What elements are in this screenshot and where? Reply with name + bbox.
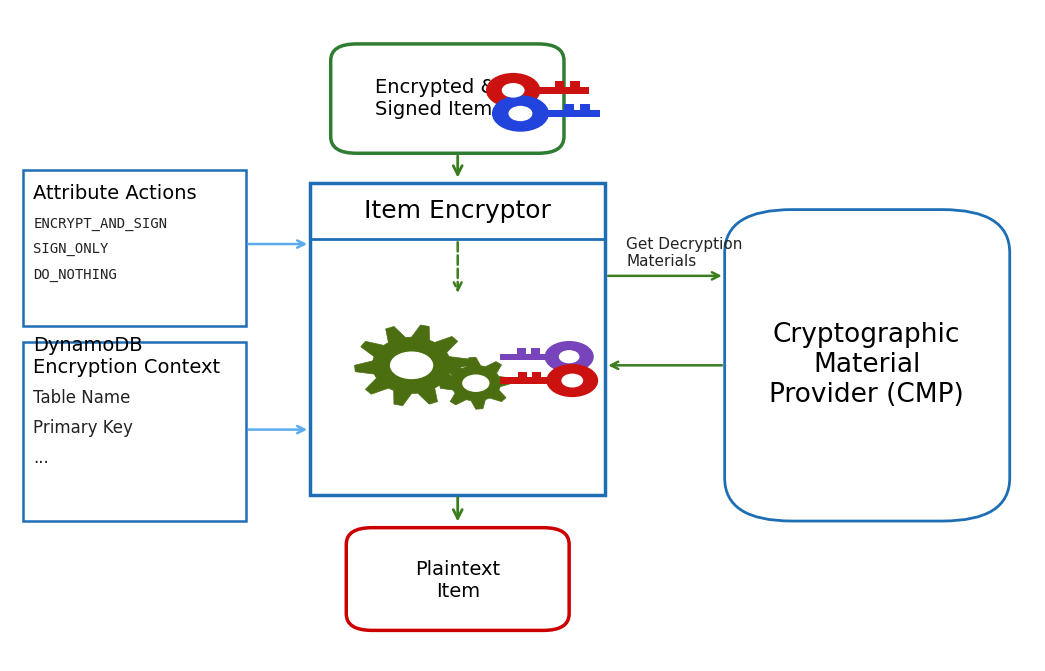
Bar bbox=[580, 104, 590, 110]
Circle shape bbox=[544, 341, 594, 372]
Circle shape bbox=[462, 374, 489, 392]
Bar bbox=[513, 87, 589, 94]
Bar bbox=[518, 372, 527, 377]
Text: SIGN_ONLY: SIGN_ONLY bbox=[33, 242, 109, 256]
Bar bbox=[564, 104, 574, 110]
Text: Encrypted &
Signed Item: Encrypted & Signed Item bbox=[375, 78, 496, 119]
Text: Table Name: Table Name bbox=[33, 389, 131, 407]
Text: DynamoDB
Encryption Context: DynamoDB Encryption Context bbox=[33, 336, 220, 377]
Text: Attribute Actions: Attribute Actions bbox=[33, 184, 196, 203]
Bar bbox=[310, 183, 605, 495]
Circle shape bbox=[509, 106, 532, 121]
Circle shape bbox=[502, 83, 525, 97]
Circle shape bbox=[561, 374, 583, 388]
Bar bbox=[531, 348, 539, 354]
Circle shape bbox=[559, 350, 580, 363]
Text: Item Encryptor: Item Encryptor bbox=[365, 199, 551, 223]
Bar bbox=[23, 170, 246, 325]
Bar bbox=[500, 377, 573, 384]
Bar bbox=[517, 348, 526, 354]
Bar bbox=[532, 372, 541, 377]
Bar bbox=[501, 354, 570, 360]
Polygon shape bbox=[440, 357, 512, 409]
Text: Primary Key: Primary Key bbox=[33, 419, 133, 437]
Text: Get Decryption
Materials: Get Decryption Materials bbox=[626, 237, 743, 269]
Text: ENCRYPT_AND_SIGN: ENCRYPT_AND_SIGN bbox=[33, 217, 167, 231]
FancyBboxPatch shape bbox=[724, 209, 1009, 521]
Circle shape bbox=[390, 352, 434, 379]
Circle shape bbox=[547, 364, 598, 397]
Text: Plaintext
Item: Plaintext Item bbox=[415, 560, 501, 601]
Text: Cryptographic
Material
Provider (CMP): Cryptographic Material Provider (CMP) bbox=[769, 322, 965, 409]
Circle shape bbox=[492, 95, 549, 132]
Text: DO_NOTHING: DO_NOTHING bbox=[33, 268, 117, 282]
Text: ...: ... bbox=[33, 449, 49, 467]
FancyBboxPatch shape bbox=[330, 44, 564, 153]
Bar bbox=[555, 81, 564, 87]
Bar bbox=[23, 342, 246, 521]
Bar bbox=[571, 81, 580, 87]
Bar bbox=[520, 110, 600, 117]
FancyBboxPatch shape bbox=[346, 527, 570, 630]
Polygon shape bbox=[354, 325, 468, 406]
Circle shape bbox=[486, 73, 540, 108]
